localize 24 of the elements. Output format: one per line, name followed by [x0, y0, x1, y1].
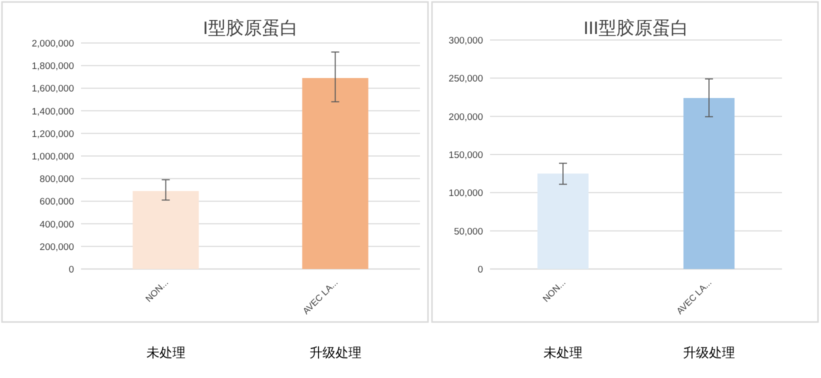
chart-title: I型胶原蛋白 — [202, 18, 298, 38]
y-tick-label: 800,000 — [40, 174, 74, 186]
y-tick-label: 1,400,000 — [32, 106, 74, 118]
y-tick-label: 100,000 — [448, 188, 483, 200]
y-tick-label: 1,000,000 — [32, 152, 74, 162]
y-tick-label: 0 — [68, 264, 74, 276]
y-tick-label: 1,600,000 — [32, 84, 74, 95]
text: 未处理 — [146, 345, 186, 360]
y-tick-label: 200,000 — [40, 242, 74, 253]
text: 升级处理 — [309, 345, 362, 360]
y-tick-label: 2,000,000 — [32, 38, 74, 50]
y-tick-label: 250,000 — [448, 74, 483, 85]
chart-title: III型胶原蛋白 — [583, 18, 689, 38]
text: 未处理 — [544, 345, 582, 360]
y-tick-label: 50,000 — [454, 226, 483, 238]
y-tick-label: 300,000 — [448, 36, 483, 46]
y-tick-label: 0 — [478, 264, 483, 276]
y-tick-label: 1,800,000 — [32, 61, 74, 72]
y-tick-label: 150,000 — [448, 150, 483, 161]
y-tick-label: 600,000 — [40, 196, 74, 208]
y-tick-label: 400,000 — [40, 219, 74, 230]
y-tick-label: 200,000 — [448, 112, 483, 123]
text: 升级处理 — [683, 345, 735, 360]
y-tick-label: 1,200,000 — [32, 128, 74, 140]
